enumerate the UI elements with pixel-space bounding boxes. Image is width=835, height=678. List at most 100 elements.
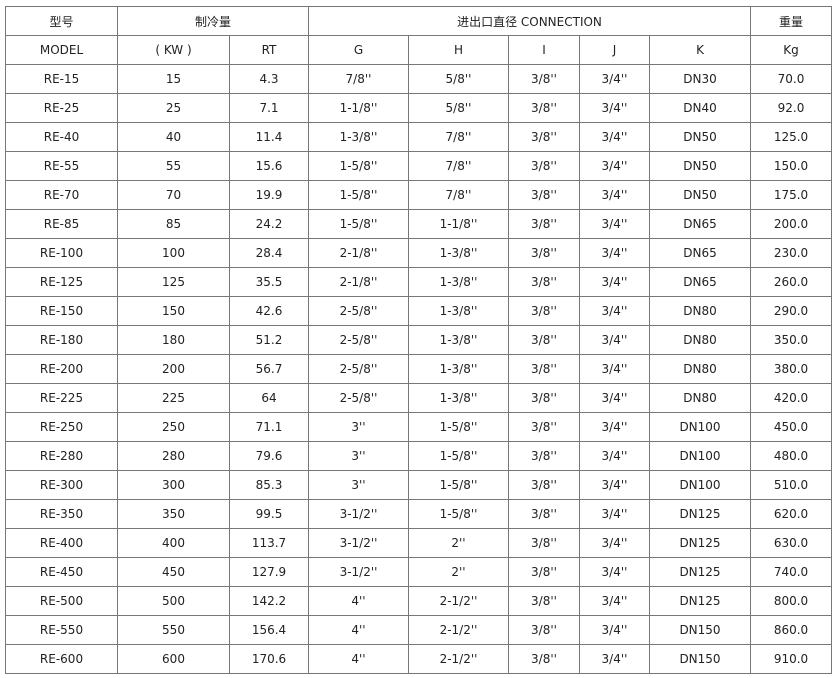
cell-kg: 420.0 <box>750 383 832 413</box>
cell-rt: 79.6 <box>229 441 309 471</box>
cell-k: DN125 <box>649 528 751 558</box>
table-row: RE-40 40 11.4 1-3/8'' 7/8'' 3/8'' 3/4'' DN50 125… <box>5 122 832 152</box>
cell-kg: 450.0 <box>750 412 832 442</box>
table-row: RE-400 400 113.7 3-1/2'' 2'' 3/8'' 3/4'' DN125 6… <box>5 528 832 558</box>
cell-i: 3/8'' <box>508 238 580 268</box>
cell-j: 3/4'' <box>579 180 650 210</box>
header-kg: Kg <box>750 35 832 65</box>
cell-rt: 170.6 <box>229 644 309 674</box>
cell-g: 7/8'' <box>308 64 409 94</box>
cell-kw: 125 <box>117 267 230 297</box>
table-row: RE-600 600 170.6 4'' 2-1/2'' 3/8'' 3/4'' DN150 9… <box>5 644 832 674</box>
cell-g: 2-5/8'' <box>308 383 409 413</box>
table-row: RE-225 225 64 2-5/8'' 1-3/8'' 3/8'' 3/4'' DN80 4… <box>5 383 832 413</box>
cell-i: 3/8'' <box>508 122 580 152</box>
cell-kw: 300 <box>117 470 230 500</box>
spec-table: 型号 制冷量 进出口直径 CONNECTION 重量 MODEL ( KW ) … <box>5 6 832 674</box>
cell-h: 2-1/2'' <box>408 586 509 616</box>
cell-g: 1-5/8'' <box>308 151 409 181</box>
cell-rt: 99.5 <box>229 499 309 529</box>
cell-h: 1-3/8'' <box>408 383 509 413</box>
cell-rt: 64 <box>229 383 309 413</box>
cell-h: 1-3/8'' <box>408 296 509 326</box>
cell-h: 1-5/8'' <box>408 441 509 471</box>
cell-kg: 910.0 <box>750 644 832 674</box>
cell-h: 5/8'' <box>408 64 509 94</box>
table-row: RE-180 180 51.2 2-5/8'' 1-3/8'' 3/8'' 3/4'' DN8… <box>5 325 832 355</box>
cell-h: 1-3/8'' <box>408 238 509 268</box>
header-row-2: MODEL ( KW ) RT G H I J K Kg <box>5 35 832 65</box>
cell-kw: 15 <box>117 64 230 94</box>
cell-g: 3'' <box>308 441 409 471</box>
cell-h: 1-1/8'' <box>408 209 509 239</box>
cell-rt: 56.7 <box>229 354 309 384</box>
cell-h: 5/8'' <box>408 93 509 123</box>
table-row: RE-25 25 7.1 1-1/8'' 5/8'' 3/8'' 3/4'' DN40 92.0 <box>5 93 832 123</box>
cell-g: 3'' <box>308 470 409 500</box>
cell-rt: 156.4 <box>229 615 309 645</box>
cell-model: RE-280 <box>5 441 118 471</box>
table-row: RE-450 450 127.9 3-1/2'' 2'' 3/8'' 3/4'' DN125 7… <box>5 557 832 587</box>
table-row: RE-150 150 42.6 2-5/8'' 1-3/8'' 3/8'' 3/4'' DN8… <box>5 296 832 326</box>
header-rt: RT <box>229 35 309 65</box>
header-model-en: MODEL <box>5 35 118 65</box>
cell-g: 4'' <box>308 586 409 616</box>
cell-k: DN50 <box>649 180 751 210</box>
table-row: RE-70 70 19.9 1-5/8'' 7/8'' 3/8'' 3/4'' DN50 175… <box>5 180 832 210</box>
cell-rt: 19.9 <box>229 180 309 210</box>
table-row: RE-200 200 56.7 2-5/8'' 1-3/8'' 3/8'' 3/4'' DN8… <box>5 354 832 384</box>
cell-model: RE-500 <box>5 586 118 616</box>
cell-j: 3/4'' <box>579 557 650 587</box>
cell-kw: 70 <box>117 180 230 210</box>
cell-g: 1-5/8'' <box>308 209 409 239</box>
cell-rt: 51.2 <box>229 325 309 355</box>
cell-h: 1-5/8'' <box>408 470 509 500</box>
cell-h: 1-3/8'' <box>408 354 509 384</box>
header-connection: 进出口直径 CONNECTION <box>308 6 751 36</box>
cell-j: 3/4'' <box>579 93 650 123</box>
cell-kw: 350 <box>117 499 230 529</box>
cell-j: 3/4'' <box>579 122 650 152</box>
header-capacity: 制冷量 <box>117 6 309 36</box>
cell-g: 1-3/8'' <box>308 122 409 152</box>
cell-model: RE-40 <box>5 122 118 152</box>
cell-g: 3-1/2'' <box>308 528 409 558</box>
cell-kg: 860.0 <box>750 615 832 645</box>
cell-i: 3/8'' <box>508 325 580 355</box>
cell-k: DN125 <box>649 499 751 529</box>
cell-j: 3/4'' <box>579 383 650 413</box>
cell-j: 3/4'' <box>579 325 650 355</box>
cell-k: DN40 <box>649 93 751 123</box>
cell-rt: 85.3 <box>229 470 309 500</box>
cell-kw: 280 <box>117 441 230 471</box>
cell-g: 1-5/8'' <box>308 180 409 210</box>
cell-model: RE-150 <box>5 296 118 326</box>
cell-kg: 175.0 <box>750 180 832 210</box>
cell-kw: 600 <box>117 644 230 674</box>
cell-rt: 35.5 <box>229 267 309 297</box>
cell-g: 2-5/8'' <box>308 296 409 326</box>
cell-model: RE-180 <box>5 325 118 355</box>
cell-model: RE-55 <box>5 151 118 181</box>
cell-h: 1-3/8'' <box>408 267 509 297</box>
cell-g: 3-1/2'' <box>308 557 409 587</box>
cell-i: 3/8'' <box>508 93 580 123</box>
cell-g: 4'' <box>308 615 409 645</box>
cell-j: 3/4'' <box>579 267 650 297</box>
cell-k: DN50 <box>649 151 751 181</box>
cell-h: 7/8'' <box>408 151 509 181</box>
cell-g: 1-1/8'' <box>308 93 409 123</box>
table-row: RE-125 125 35.5 2-1/8'' 1-3/8'' 3/8'' 3/4'' DN6… <box>5 267 832 297</box>
cell-model: RE-350 <box>5 499 118 529</box>
cell-kw: 550 <box>117 615 230 645</box>
cell-kg: 200.0 <box>750 209 832 239</box>
cell-kg: 230.0 <box>750 238 832 268</box>
cell-kw: 400 <box>117 528 230 558</box>
cell-j: 3/4'' <box>579 644 650 674</box>
cell-j: 3/4'' <box>579 64 650 94</box>
cell-kg: 620.0 <box>750 499 832 529</box>
cell-k: DN80 <box>649 354 751 384</box>
cell-k: DN125 <box>649 586 751 616</box>
cell-kg: 800.0 <box>750 586 832 616</box>
cell-kw: 40 <box>117 122 230 152</box>
